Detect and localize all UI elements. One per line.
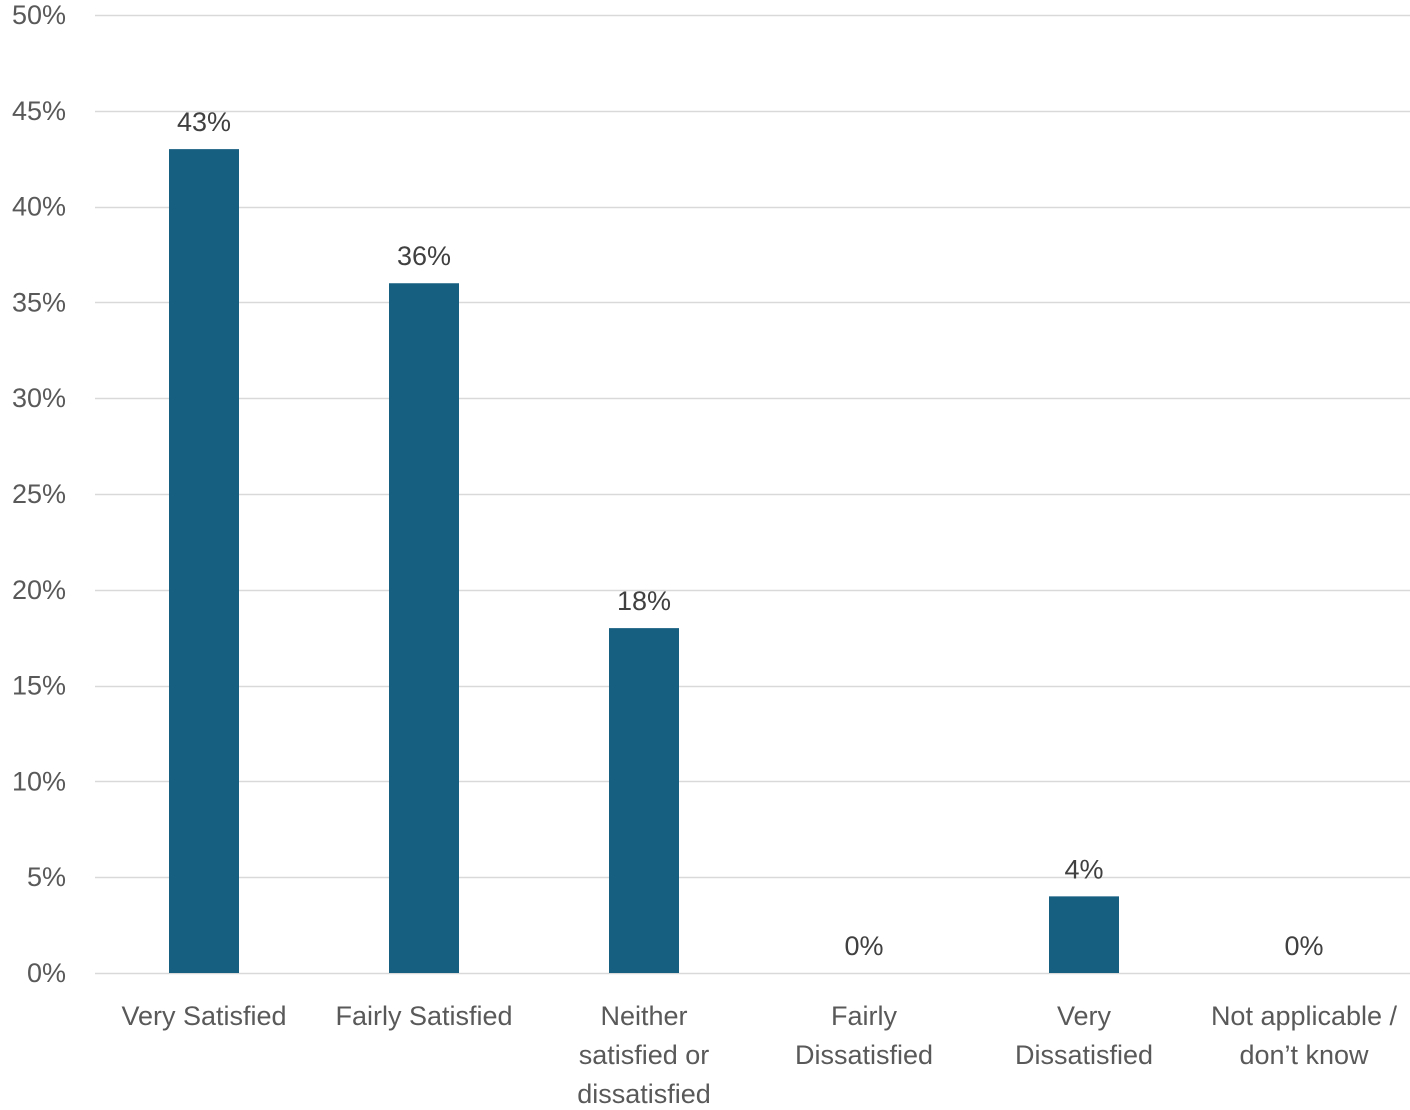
bar <box>609 628 679 973</box>
x-tick-label: Not applicable / don’t know <box>1211 1001 1398 1070</box>
y-tick-label: 20% <box>12 575 66 605</box>
data-labels: 43% 36% 18% 0% 4% 0% <box>177 107 1324 961</box>
x-tick-label: Fairly Dissatisfied <box>795 1001 933 1070</box>
data-label: 4% <box>1064 854 1103 884</box>
y-tick-label: 40% <box>12 192 66 222</box>
y-tick-label: 25% <box>12 479 66 509</box>
x-tick-label: Neither satisfied or dissatisfied <box>577 1001 711 1109</box>
x-tick-label: Fairly Satisfied <box>335 1001 512 1031</box>
y-tick-label: 5% <box>27 862 66 892</box>
data-label: 0% <box>844 931 883 961</box>
data-label: 18% <box>617 586 671 616</box>
y-tick-label: 50% <box>12 0 66 30</box>
y-tick-label: 0% <box>27 958 66 988</box>
x-tick-label: Very Satisfied <box>121 1001 286 1031</box>
data-label: 36% <box>397 241 451 271</box>
y-tick-label: 30% <box>12 383 66 413</box>
gridlines <box>95 14 1410 975</box>
y-tick-label: 10% <box>12 766 66 796</box>
data-label: 0% <box>1284 931 1323 961</box>
y-tick-label: 45% <box>12 96 66 126</box>
x-tick-label: Very Dissatisfied <box>1015 1001 1153 1070</box>
x-axis-category-labels: Very Satisfied Fairly Satisfied Neither sat… <box>121 1001 1397 1109</box>
y-tick-label: 35% <box>12 287 66 317</box>
y-axis-tick-labels: 0% 5% 10% 15% 20% 25% 30% 35% 40% 45% 50% <box>12 0 66 988</box>
bars <box>169 149 1119 973</box>
data-label: 43% <box>177 107 231 137</box>
y-tick-label: 15% <box>12 671 66 701</box>
bar <box>169 149 239 973</box>
bar <box>1049 896 1119 973</box>
bar <box>389 283 459 973</box>
